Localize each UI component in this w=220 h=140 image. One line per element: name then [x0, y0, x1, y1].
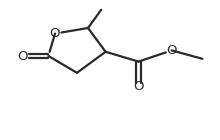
Text: O: O	[50, 27, 60, 40]
Text: O: O	[166, 44, 177, 57]
Text: O: O	[133, 80, 144, 93]
Text: O: O	[17, 50, 27, 62]
